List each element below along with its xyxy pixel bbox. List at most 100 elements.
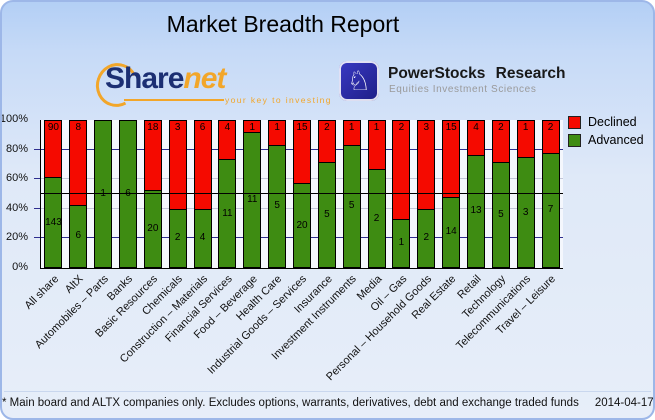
powerstocks-logo: ♘ PowerStocks Research Equities Investme…	[339, 59, 565, 103]
declined-count-label: 8	[75, 122, 82, 133]
y-axis-tick-label: 0%	[12, 261, 28, 273]
advanced-count-label: 5	[348, 200, 355, 212]
declined-count-label: 3	[174, 122, 181, 133]
advanced-segment: 11	[243, 132, 262, 268]
advanced-segment: 20	[293, 183, 311, 268]
advanced-segment: 7	[541, 152, 560, 268]
powerstocks-name: PowerStocks Research	[388, 65, 566, 82]
declined-segment: 4	[467, 120, 485, 155]
stacked-bar: 1 11	[243, 120, 262, 268]
advanced-segment: 2	[417, 208, 436, 268]
advanced-count-label: 20	[296, 219, 308, 231]
declined-count-label: 15	[296, 122, 308, 133]
sharenet-wordmark: Sharenet	[105, 62, 226, 96]
powerstocks-subtitle: Equities Investment Sciences	[389, 84, 537, 95]
x-axis-label: All share	[22, 273, 61, 312]
footer-note: * Main board and ALTX companies only. Ex…	[2, 397, 579, 409]
advanced-count-label: 5	[324, 209, 330, 221]
declined-segment: 3	[168, 120, 187, 209]
advanced-segment: 6	[69, 204, 88, 268]
legend-item-advanced: Advanced	[568, 133, 644, 147]
sharenet-wordmark-net: net	[183, 62, 226, 95]
advanced-segment: 11	[218, 159, 237, 268]
advanced-count-label: 6	[75, 230, 82, 242]
stacked-bar: 18 20	[143, 120, 162, 268]
declined-segment: 2	[491, 120, 510, 163]
advanced-segment: 5	[268, 144, 287, 268]
declined-segment: 2	[392, 120, 411, 219]
plot-area: 9014386161820326441111115152025151221321…	[40, 120, 563, 269]
legend-label-advanced: Advanced	[588, 133, 644, 147]
declined-count-label: 3	[423, 122, 430, 133]
declined-count-label: 2	[324, 122, 330, 133]
y-tick-80	[34, 148, 40, 150]
declined-count-label: 18	[147, 122, 159, 133]
legend-label-declined: Declined	[588, 115, 637, 129]
declined-segment: 1	[367, 120, 386, 170]
advanced-count-label: 3	[522, 206, 529, 218]
advanced-segment: 4	[193, 208, 212, 268]
advanced-segment: 1	[94, 120, 113, 268]
declined-segment: 15	[293, 120, 311, 184]
stacked-bar: 15 14	[442, 120, 461, 268]
stacked-bar: 15 20	[293, 120, 311, 268]
advanced-count-label: 14	[445, 226, 457, 238]
y-tick-40	[34, 207, 40, 209]
sharenet-wordmark-share: Share	[105, 62, 184, 95]
declined-count-label: 1	[348, 122, 355, 133]
declined-count-label: 15	[445, 122, 457, 133]
y-axis-tick-label: 40%	[5, 201, 28, 214]
advanced-count-label: 7	[547, 204, 554, 216]
advanced-count-label: 2	[174, 232, 181, 244]
advanced-count-label: 11	[222, 207, 233, 219]
y-tick-60	[34, 178, 40, 180]
footer: * Main board and ALTX companies only. Ex…	[2, 397, 653, 409]
declined-segment: 1	[342, 120, 361, 145]
advanced-segment: 14	[442, 196, 461, 268]
declined-count-label: 4	[224, 122, 231, 133]
declined-segment: 6	[193, 120, 212, 209]
advanced-segment: 5	[342, 144, 361, 268]
declined-count-label: 2	[498, 122, 504, 133]
y-axis-tick-label: 100%	[0, 113, 28, 125]
declined-segment: 3	[417, 120, 436, 209]
stacked-bar: 6	[119, 120, 137, 268]
sharenet-logo: Sharenet your key to investing	[90, 57, 330, 113]
page-title: Market Breadth Report	[166, 11, 400, 37]
declined-segment: 8	[69, 120, 88, 205]
declined-swatch	[568, 115, 581, 129]
advanced-segment: 2	[168, 208, 187, 268]
legend: Declined Advanced	[568, 115, 644, 151]
advanced-count-label: 13	[470, 205, 482, 217]
declined-segment: 2	[317, 120, 336, 163]
advanced-count-label: 6	[125, 188, 131, 200]
advanced-count-label: 4	[199, 232, 206, 244]
report-date: 2014-04-17	[594, 397, 654, 409]
advanced-segment: 5	[317, 162, 336, 268]
stacked-bar: 4 11	[218, 120, 237, 268]
advanced-segment: 2	[367, 169, 386, 268]
declined-count-label: 2	[398, 122, 405, 133]
declined-count-label: 2	[547, 122, 554, 133]
fifty-percent-line	[41, 193, 563, 194]
advanced-segment: 1	[392, 218, 411, 268]
advanced-count-label: 5	[274, 200, 280, 212]
advanced-count-label: 20	[147, 223, 159, 235]
footer-divider	[4, 391, 651, 392]
advanced-segment: 6	[119, 120, 137, 268]
declined-segment: 1	[268, 120, 287, 145]
sharenet-underline	[124, 99, 224, 101]
advanced-swatch	[568, 133, 581, 147]
advanced-count-label: 1	[100, 188, 106, 200]
y-axis-tick-label: 60%	[5, 172, 28, 185]
